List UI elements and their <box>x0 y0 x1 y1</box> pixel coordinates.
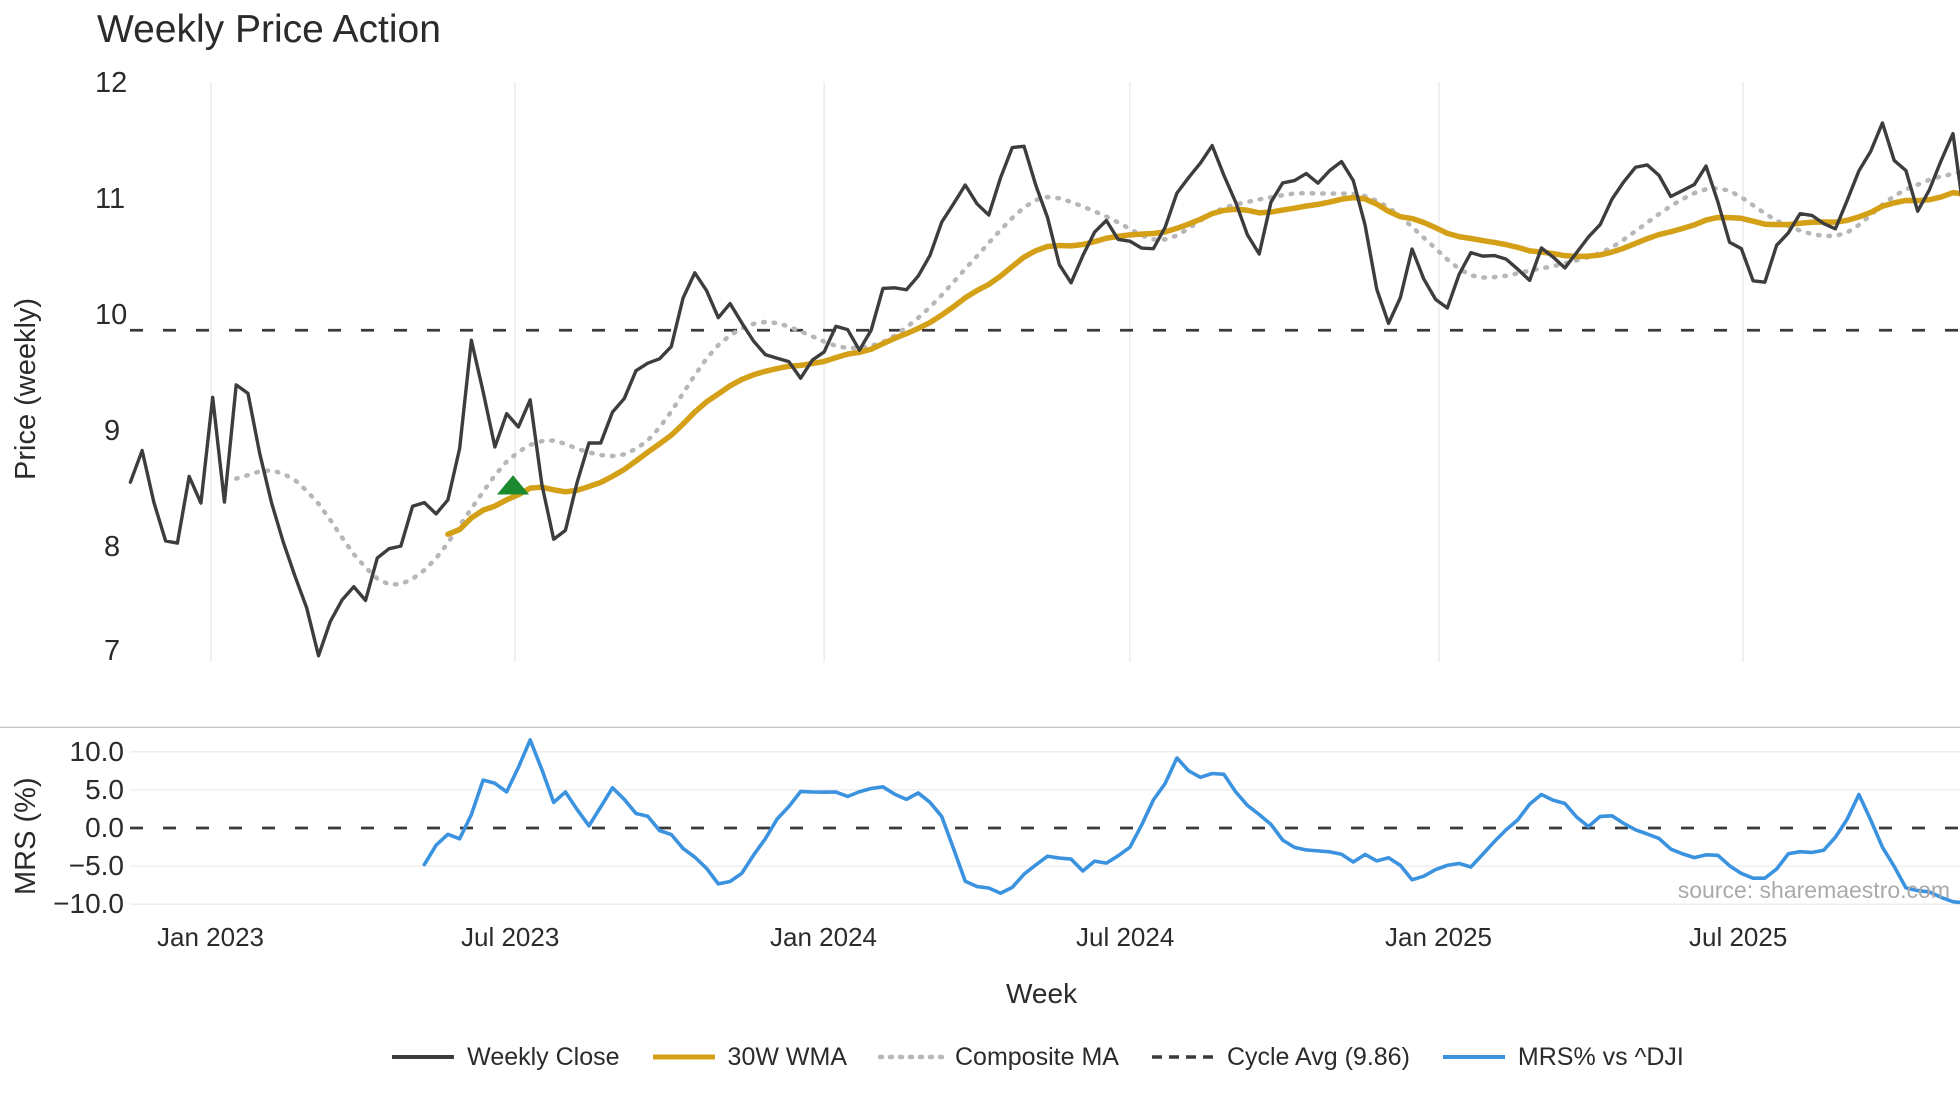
svg-text:0.0: 0.0 <box>85 812 124 843</box>
svg-text:12: 12 <box>95 67 127 99</box>
svg-text:−10.0: −10.0 <box>53 888 124 919</box>
svg-text:8: 8 <box>104 531 120 563</box>
svg-text:10: 10 <box>95 299 127 331</box>
svg-text:5.0: 5.0 <box>85 774 124 805</box>
svg-text:10.0: 10.0 <box>70 736 125 767</box>
svg-text:−5.0: −5.0 <box>69 850 124 881</box>
svg-text:11: 11 <box>95 183 125 215</box>
svg-text:source: sharemaestro.com: source: sharemaestro.com <box>1678 877 1950 903</box>
svg-text:7: 7 <box>104 635 120 667</box>
svg-text:9: 9 <box>104 415 120 447</box>
